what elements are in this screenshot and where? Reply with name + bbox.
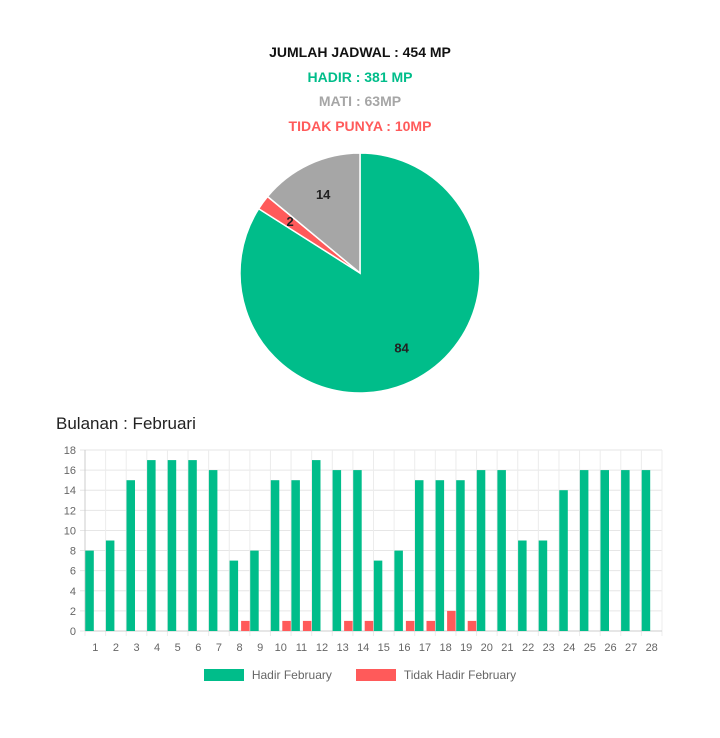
y-tick-label: 10: [64, 525, 76, 537]
bar-hadir-1[interactable]: [85, 550, 94, 631]
x-tick-label: 25: [584, 642, 596, 654]
off-label: MATI : 63MP: [318, 93, 402, 109]
bar-hadir-25[interactable]: [579, 470, 589, 631]
bar-hadir-14[interactable]: [353, 470, 362, 631]
pie-slice-label-0: 84: [394, 341, 409, 356]
pie-chart: 84 2 14: [239, 152, 481, 394]
bar-hadir-11[interactable]: [291, 480, 300, 631]
bar-hadir-5[interactable]: [167, 460, 177, 631]
bar-hadir-10[interactable]: [270, 480, 280, 631]
bar-hadir-18[interactable]: [435, 480, 445, 631]
x-tick-label: 15: [378, 642, 390, 654]
x-tick-label: 5: [175, 642, 181, 654]
y-tick-label: 16: [64, 465, 76, 477]
x-tick-label: 22: [522, 642, 534, 654]
bar-tidak-hadir-8[interactable]: [241, 620, 250, 631]
present-label: HADIR : 381 MP: [307, 68, 413, 85]
x-tick-label: 1: [92, 642, 98, 654]
legend-label-hadir: Hadir February: [251, 668, 332, 682]
y-tick-label: 8: [70, 546, 76, 558]
bar-hadir-26[interactable]: [600, 470, 610, 631]
x-tick-label: 4: [154, 642, 160, 654]
total-schedule-label: JUMLAH JADWAL : 454 MP: [269, 44, 451, 60]
legend-swatch-hadir: [203, 669, 244, 681]
bar-hadir-20[interactable]: [476, 470, 486, 631]
bar-hadir-22[interactable]: [518, 540, 527, 632]
x-tick-label: 9: [257, 642, 263, 654]
y-tick-label: 0: [70, 626, 76, 638]
x-tick-label: 28: [646, 642, 658, 654]
x-tick-label: 12: [316, 642, 328, 654]
x-tick-label: 17: [419, 642, 431, 654]
bar-hadir-12[interactable]: [312, 460, 321, 631]
bar-tidak-hadir-14[interactable]: [364, 620, 374, 631]
x-tick-label: 10: [275, 642, 287, 654]
bar-tidak-hadir-16[interactable]: [405, 620, 415, 631]
bar-hadir-19[interactable]: [456, 480, 465, 631]
x-tick-label: 7: [216, 642, 222, 654]
bar-hadir-2[interactable]: [105, 540, 115, 632]
bar-hadir-4[interactable]: [147, 460, 156, 631]
x-tick-label: 2: [113, 642, 119, 654]
absent-label: TIDAK PUNYA : 10MP: [288, 117, 432, 134]
x-tick-label: 18: [439, 642, 451, 654]
y-tick-label: 14: [64, 485, 76, 497]
x-tick-label: 3: [133, 642, 139, 654]
legend-item-tidak-hadir[interactable]: Tidak Hadir February: [355, 668, 517, 682]
pie-slice-label-2: 14: [316, 187, 331, 202]
x-tick-label: 20: [481, 642, 493, 654]
summary-block: JUMLAH JADWAL : 454 MP HADIR : 381 MP MA…: [0, 40, 720, 138]
x-tick-label: 8: [237, 642, 243, 654]
y-tick-label: 12: [64, 505, 76, 517]
y-tick-label: 4: [70, 586, 76, 598]
pie-slice-label-1: 2: [286, 214, 293, 229]
bar-hadir-28[interactable]: [641, 470, 651, 631]
x-tick-label: 21: [501, 642, 513, 654]
x-tick-label: 13: [336, 642, 348, 654]
bar-hadir-27[interactable]: [621, 470, 630, 631]
bar-hadir-24[interactable]: [559, 490, 568, 631]
x-tick-label: 16: [398, 642, 410, 654]
bar-hadir-15[interactable]: [373, 560, 383, 631]
bar-hadir-16[interactable]: [394, 550, 403, 631]
x-tick-label: 6: [195, 642, 201, 654]
x-tick-label: 14: [357, 642, 369, 654]
pie-slice-2[interactable]: [266, 152, 361, 275]
bar-hadir-8[interactable]: [229, 560, 239, 631]
section-title: Bulanan : Februari: [56, 414, 196, 433]
bar-hadir-3[interactable]: [126, 480, 136, 631]
x-tick-label: 26: [604, 642, 616, 654]
x-tick-label: 11: [296, 642, 307, 654]
bar-hadir-21[interactable]: [497, 470, 506, 631]
x-tick-label: 24: [563, 642, 575, 654]
x-tick-label: 19: [460, 642, 472, 654]
y-tick-label: 2: [70, 606, 76, 618]
bar-hadir-13[interactable]: [332, 470, 342, 631]
bar-tidak-hadir-13[interactable]: [344, 620, 353, 631]
y-tick-label: 6: [70, 566, 76, 578]
x-tick-label: 27: [625, 642, 637, 654]
legend-item-hadir[interactable]: Hadir February: [203, 668, 332, 682]
bar-tidak-hadir-10[interactable]: [282, 620, 291, 631]
bar-tidak-hadir-18[interactable]: [447, 610, 456, 631]
bar-hadir-23[interactable]: [538, 540, 548, 632]
legend-label-tidak-hadir: Tidak Hadir February: [403, 668, 517, 682]
bar-hadir-7[interactable]: [208, 470, 218, 631]
y-tick-label: 18: [64, 445, 76, 457]
x-tick-label: 23: [543, 642, 555, 654]
bar-hadir-6[interactable]: [188, 460, 197, 631]
chart-legend: Hadir February Tidak Hadir February: [0, 668, 720, 682]
bar-hadir-9[interactable]: [250, 550, 259, 631]
bar-tidak-hadir-17[interactable]: [426, 620, 436, 631]
bar-hadir-17[interactable]: [415, 480, 424, 631]
legend-swatch-tidak-hadir: [355, 669, 396, 681]
bar-tidak-hadir-11[interactable]: [302, 620, 312, 631]
bar-tidak-hadir-19[interactable]: [467, 620, 477, 631]
